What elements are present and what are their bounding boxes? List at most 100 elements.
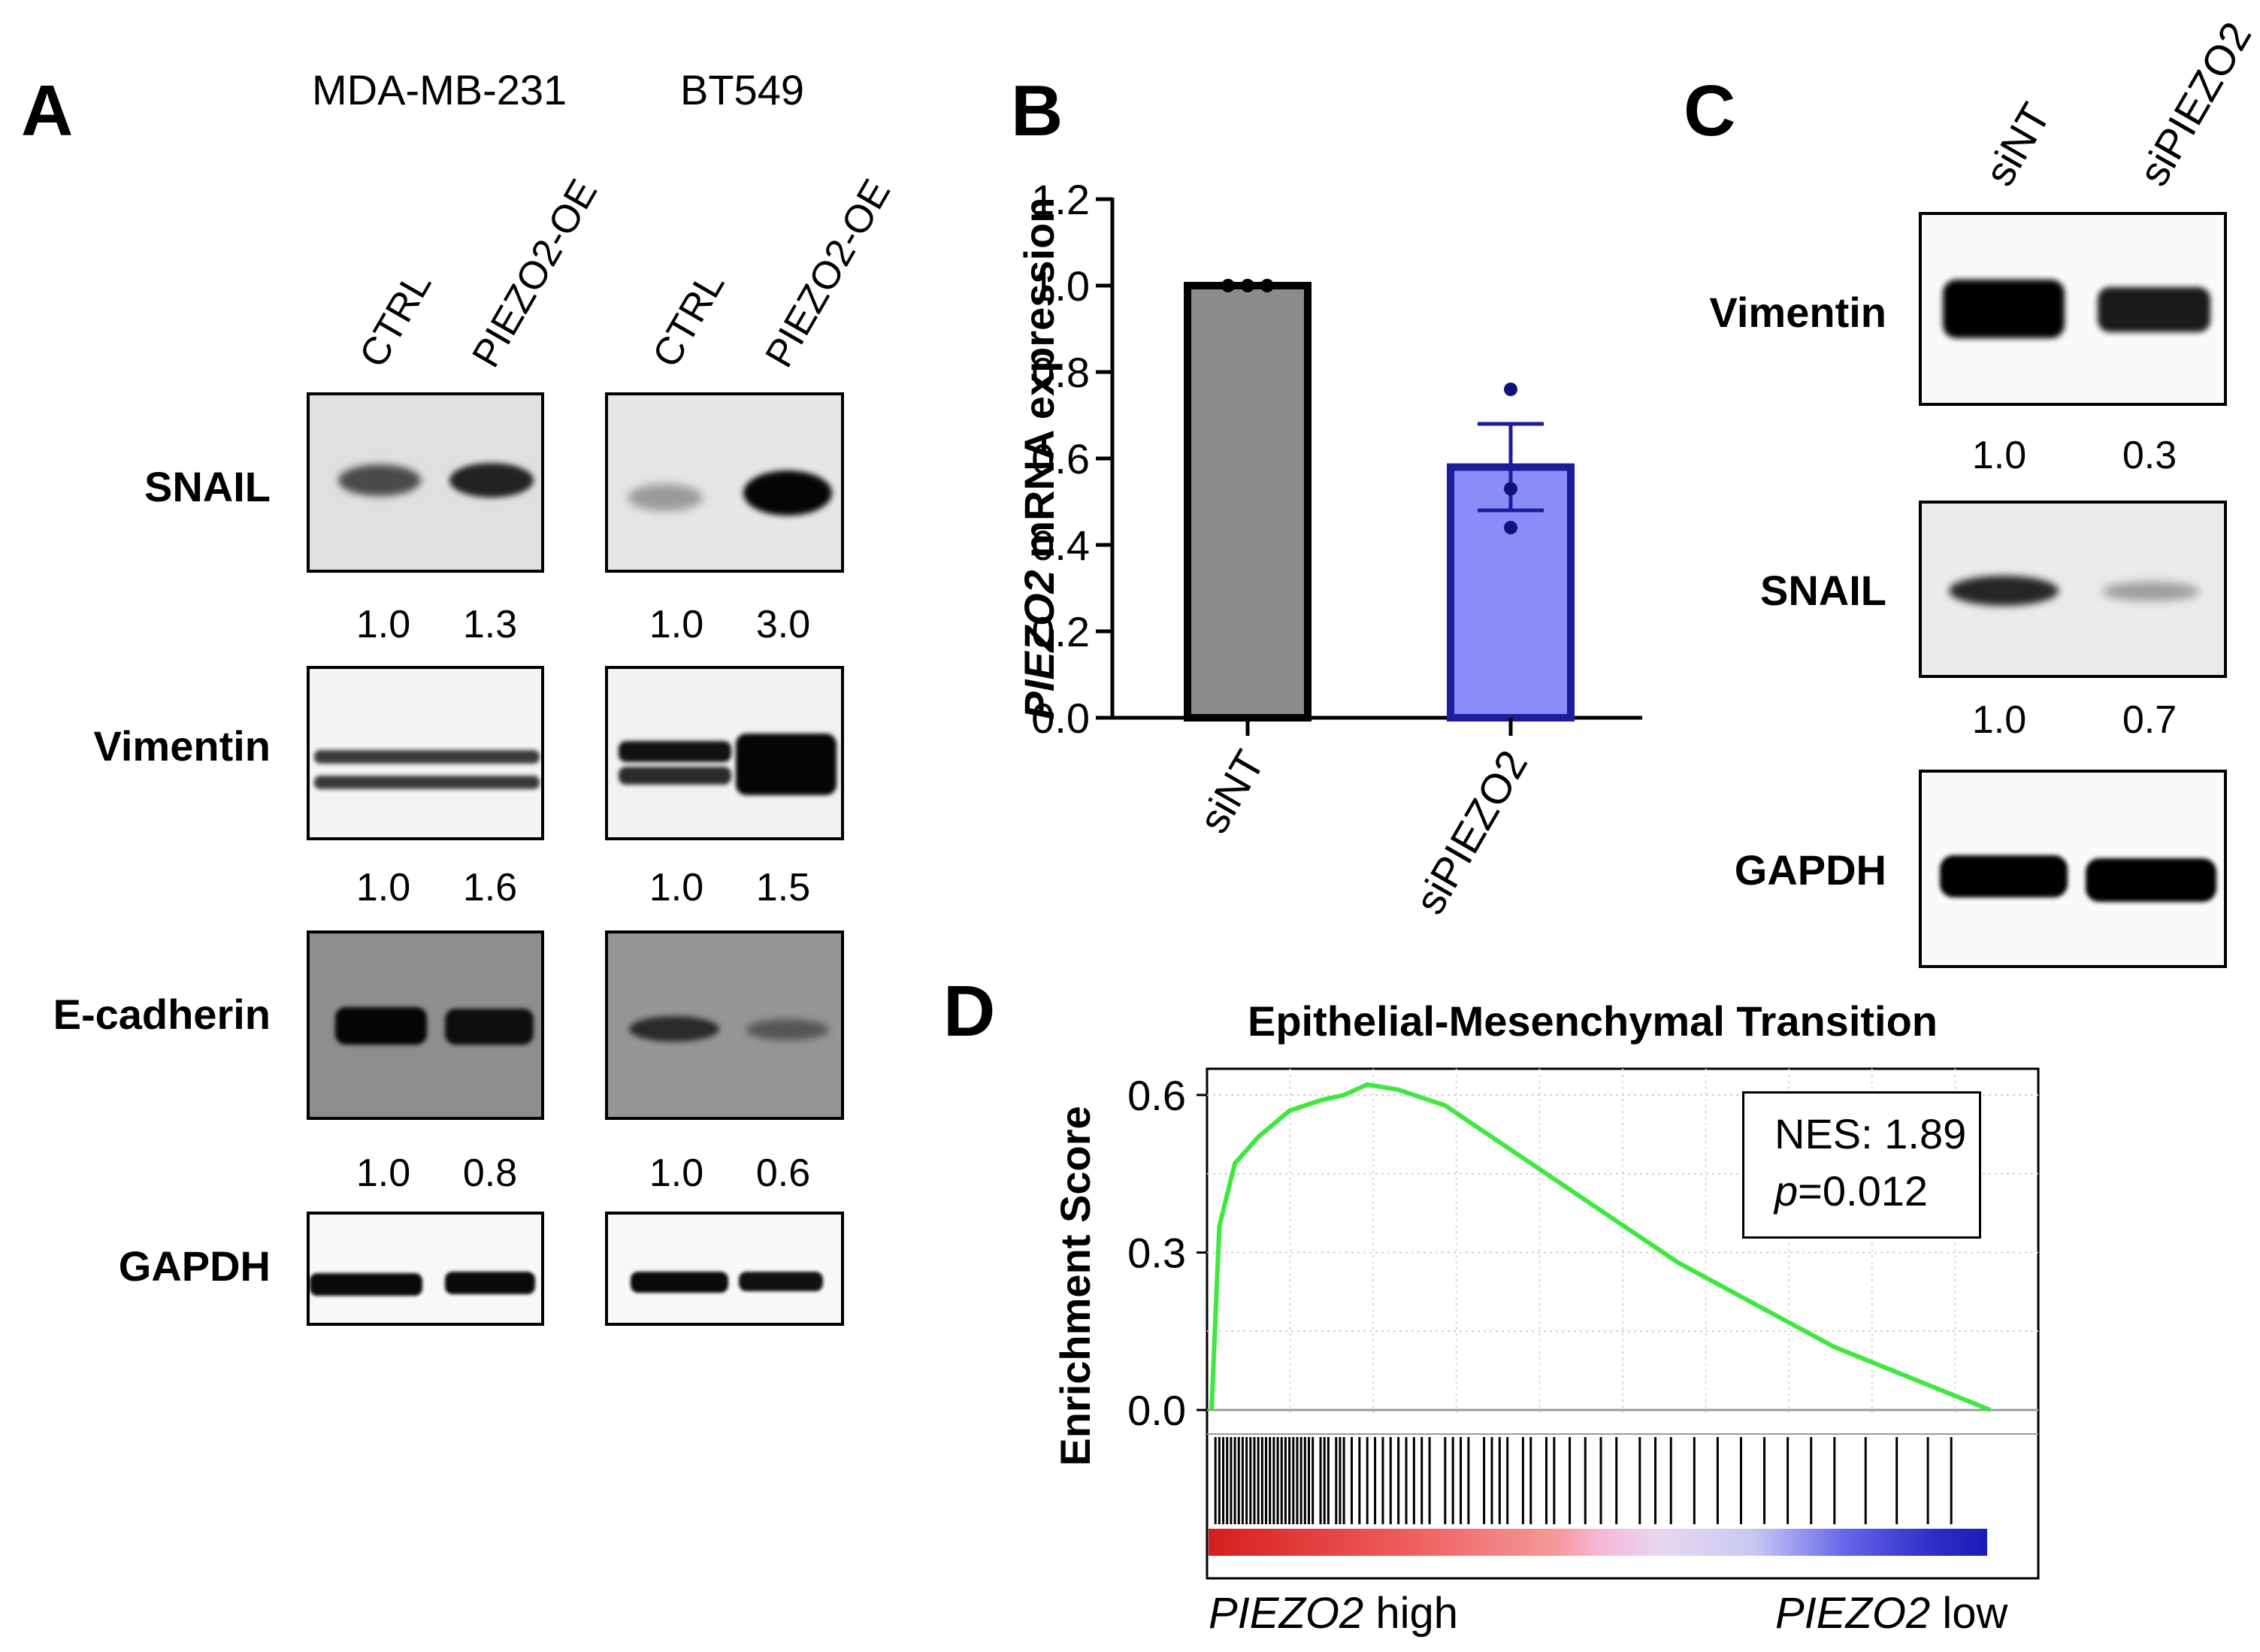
quant-value: 1.0 [1971, 698, 2027, 742]
panel-d-label: D [943, 971, 996, 1051]
band [631, 1272, 728, 1293]
rank-color-bar [1209, 1529, 1987, 1556]
band [2102, 582, 2200, 601]
blot-c-snail [1919, 501, 2227, 678]
quant-value: 1.5 [755, 866, 811, 909]
band [739, 1272, 823, 1291]
x-label-low: PIEZO2 low [1775, 1592, 2007, 1635]
lane-label-a2: PIEZO2-OE [464, 172, 607, 375]
band [449, 463, 534, 498]
quant-value: 1.0 [1971, 434, 2027, 477]
band [619, 741, 731, 762]
row-label-vimentin: Vimentin [93, 722, 271, 770]
band [310, 1273, 422, 1296]
row-label-c-gapdh: GAPDH [1734, 846, 1886, 894]
band [1940, 855, 2068, 897]
band [314, 776, 540, 789]
quant-value: 1.0 [649, 1151, 704, 1195]
blot-ecadherin-bt549 [605, 930, 844, 1120]
x-tick-label: siPIEZO2 [1405, 743, 1536, 922]
band [314, 750, 540, 764]
x-tick-label: siNT [1189, 743, 1273, 841]
blot-gapdh-mda [307, 1212, 544, 1326]
blot-c-vimentin [1919, 212, 2227, 406]
lane-label-c1: siNT [1975, 95, 2060, 194]
x-label-low-gene: PIEZO2 [1775, 1589, 1931, 1638]
quant-value: 1.0 [649, 866, 704, 909]
panel-c-label: C [1684, 71, 1736, 151]
y-tick-label: 0.6 [1031, 435, 1090, 483]
band [1943, 280, 2065, 338]
lane-label-a1: CTRL [351, 264, 440, 375]
x-label-low-suffix: low [1930, 1589, 2008, 1638]
nes-box: NES: 1.89 p=0.012 [1742, 1091, 1981, 1239]
band [746, 1019, 829, 1040]
blot-c-gapdh [1919, 770, 2227, 968]
quant-value: 0.6 [755, 1151, 811, 1195]
band [445, 1009, 534, 1045]
x-label-high: PIEZO2 high [1209, 1592, 1458, 1635]
blot-ecadherin-mda [307, 930, 544, 1120]
quant-value: 1.0 [355, 1151, 411, 1195]
data-point [1221, 279, 1235, 292]
y-tick-label: 0.6 [1127, 1072, 1186, 1119]
band [1949, 576, 2059, 606]
lane-label-c2: siPIEZO2 [2129, 14, 2260, 194]
quant-value: 1.0 [355, 866, 411, 909]
quant-value: 0.8 [462, 1151, 518, 1195]
p-value: =0.012 [1798, 1167, 1928, 1215]
chart-title: Epithelial-Mesenchymal Transition [1248, 997, 1938, 1045]
quant-value: 3.0 [755, 603, 811, 646]
blot-vimentin-mda [307, 666, 544, 840]
gsea-plot: Epithelial-Mesenchymal Transition 0.0 0.3 0… [1051, 997, 2040, 1580]
quant-value: 0.7 [2122, 698, 2177, 742]
band [619, 767, 731, 785]
band [736, 734, 837, 795]
quant-value: 0.3 [2122, 434, 2177, 477]
data-point [1241, 279, 1254, 292]
quant-value: 1.0 [355, 603, 411, 646]
band [2086, 858, 2216, 902]
y-tick-label: 0.2 [1031, 608, 1090, 655]
blot-snail-bt549 [605, 392, 844, 573]
data-point [1504, 521, 1517, 534]
quant-value: 1.6 [462, 866, 518, 909]
panel-a-label: A [21, 71, 74, 151]
y-tick-label: 0.0 [1127, 1387, 1186, 1434]
y-tick-label: 0.0 [1031, 694, 1090, 742]
y-tick-label: 0.4 [1031, 522, 1090, 569]
y-tick-label: 1.2 [1031, 176, 1090, 223]
nes-label: NES: 1.89 [1774, 1110, 1967, 1157]
y-tick-label: 0.3 [1127, 1229, 1186, 1276]
data-point [1504, 482, 1517, 496]
band [743, 470, 832, 516]
data-point [1504, 383, 1517, 396]
row-label-ecadherin: E-cadherin [53, 991, 271, 1038]
y-tick-label: 1.0 [1031, 262, 1090, 310]
band [338, 464, 421, 496]
row-label-c-snail: SNAIL [1760, 567, 1886, 614]
panel-b-label: B [1011, 71, 1063, 151]
data-point [1260, 279, 1274, 292]
blot-gapdh-bt549 [605, 1212, 844, 1326]
p-symbol: p [1774, 1167, 1799, 1215]
x-label-high-suffix: high [1363, 1589, 1459, 1638]
blot-vimentin-bt549 [605, 666, 844, 840]
cell-line-mda: MDA-MB-231 [312, 66, 567, 113]
y-axis-label: PIEZO2 mRNA expression [1015, 197, 1063, 719]
band [335, 1007, 427, 1045]
cell-line-bt549: BT549 [680, 66, 804, 113]
enrichment-curve [1209, 1082, 1992, 1412]
band [628, 484, 703, 511]
row-label-gapdh: GAPDH [118, 1242, 271, 1290]
band [2098, 287, 2210, 332]
y-tick-label: 0.8 [1031, 349, 1090, 396]
band [445, 1272, 535, 1294]
bar-siNT [1184, 282, 1312, 722]
quant-value: 1.0 [649, 603, 704, 646]
row-label-c-vimentin: Vimentin [1709, 289, 1886, 336]
blot-snail-mda [307, 392, 544, 573]
x-label-high-gene: PIEZO2 [1209, 1589, 1364, 1638]
